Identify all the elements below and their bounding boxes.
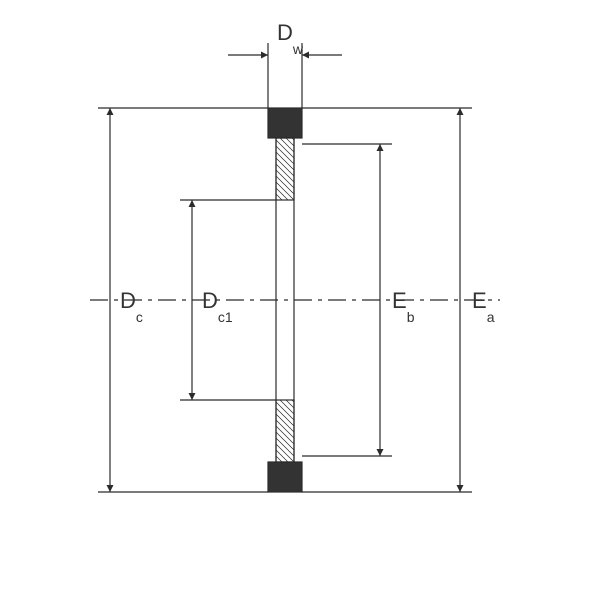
label-eb: Eb <box>392 288 415 325</box>
label-ea: Ea <box>472 288 495 325</box>
label-dc: Dc <box>120 288 143 325</box>
label-dc1: Dc1 <box>202 288 233 325</box>
bearing-dimension-diagram: Dw Dc Dc1 Eb Ea <box>0 0 600 600</box>
label-dw: Dw <box>277 20 304 57</box>
